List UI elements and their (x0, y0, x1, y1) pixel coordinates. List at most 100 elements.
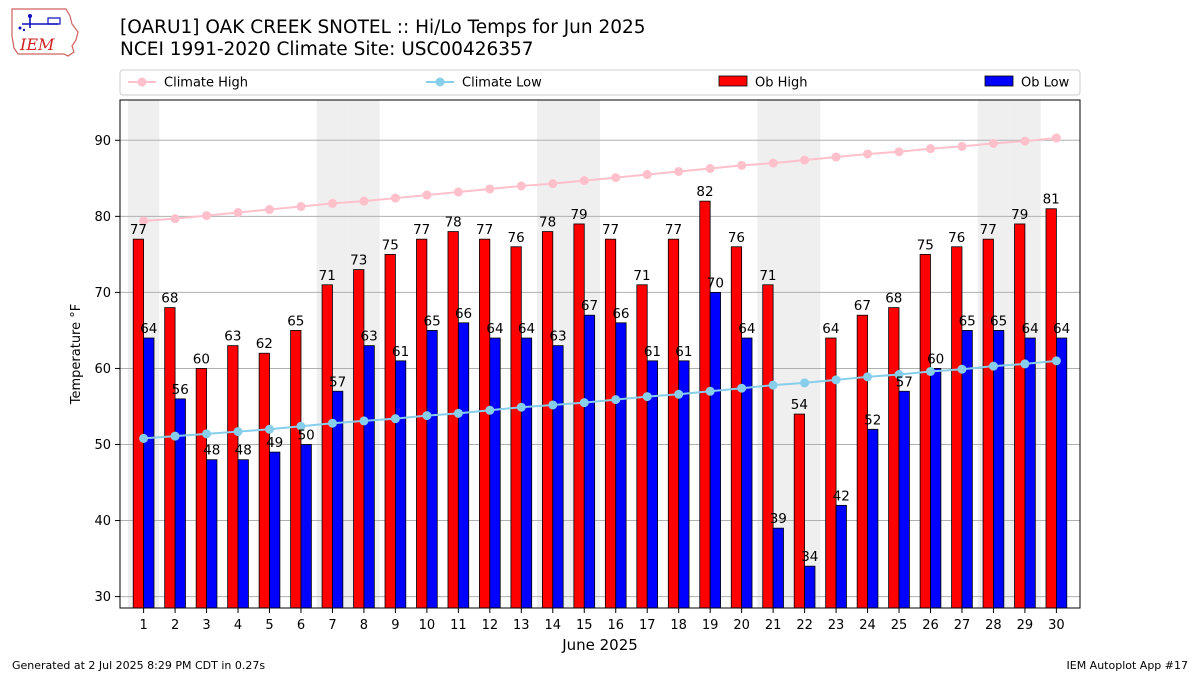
app-credit: IEM Autoplot App #17 (1066, 659, 1189, 672)
ob-high-bar (164, 307, 176, 609)
ob-low-bar (363, 345, 375, 609)
ob-low-bar (174, 398, 186, 609)
ob-low-value-label: 57 (329, 374, 346, 390)
ob-high-bar (793, 413, 805, 609)
ob-low-value-label: 64 (486, 321, 503, 337)
plot-frame (119, 99, 1081, 609)
ob-high-value-label: 68 (161, 291, 178, 307)
climate-high-point (611, 173, 621, 183)
climate-low-point (516, 402, 526, 412)
ob-low-value-label: 64 (738, 321, 755, 337)
ob-high-value-label: 77 (130, 222, 147, 238)
climate-high-line (143, 137, 1057, 222)
ob-high-value-label: 68 (885, 291, 902, 307)
ob-high-value-label: 77 (980, 222, 997, 238)
ob-low-value-label: 61 (675, 344, 692, 360)
ob-high-value-label: 79 (570, 207, 587, 223)
ob-high-value-label: 71 (759, 268, 776, 284)
iem-logo-icon: IEM (11, 8, 79, 57)
ob-high-bar (856, 314, 868, 609)
climate-high-point (863, 149, 873, 159)
climate-high-point (327, 198, 337, 208)
ob-high-bar (762, 284, 774, 609)
ob-low-value-label: 57 (896, 374, 913, 390)
legend-box (119, 69, 1081, 96)
climate-low-point (957, 364, 967, 374)
climate-low-line (143, 359, 1057, 440)
ob-low-value-label: 61 (644, 344, 661, 360)
ob-high-value-label: 77 (476, 222, 493, 238)
x-tick-label: 23 (828, 618, 845, 633)
ob-low-bar (804, 565, 816, 609)
ob-low-bar (1024, 337, 1036, 609)
ob-low-value-label: 63 (361, 329, 378, 345)
ob-high-bar (730, 246, 743, 609)
ob-high-value-label: 75 (382, 237, 399, 253)
ob-low-bar (898, 390, 910, 609)
ob-high-bar (479, 238, 491, 609)
x-tick-label: 1 (139, 618, 147, 633)
climate-high-point (737, 160, 747, 170)
ob-low-bar (741, 337, 753, 609)
ob-high-value-label: 78 (539, 215, 556, 231)
climate-low-point (233, 427, 243, 437)
ob-low-value-label: 66 (612, 306, 629, 322)
legend: Climate High Climate Low Ob High Ob Low (119, 69, 1081, 96)
ob-high-bar (1014, 223, 1026, 609)
climate-high-point (831, 152, 841, 162)
climate-low-point (1051, 356, 1061, 366)
x-axis: 1 2 3 4 5 6 7 8 9 10 11 12 13 14 15 16 17 18 19 20 21 22 23 24 2… (139, 608, 1065, 633)
ob-low-value-label: 70 (707, 275, 724, 291)
x-tick-label: 21 (765, 618, 782, 633)
climate-low-point (925, 366, 935, 376)
ob-low-value-label: 39 (770, 511, 787, 527)
climate-high-point (674, 166, 684, 176)
x-tick-label: 30 (1048, 618, 1065, 633)
x-tick-label: 10 (419, 618, 436, 633)
climate-low-point (1020, 359, 1030, 369)
ob-low-value-label: 60 (927, 351, 944, 367)
bar-value-labels: 7764685660486348624965507157736375617765… (130, 184, 1070, 565)
ob-high-bar (542, 231, 554, 609)
climate-high-legend-marker (137, 77, 147, 87)
ob-low-bar (143, 337, 155, 609)
climate-high-point (579, 176, 589, 186)
ob-high-bar (258, 352, 270, 609)
climate-high-point (516, 181, 526, 191)
x-tick-label: 4 (234, 618, 242, 633)
ob-high-value-label: 67 (854, 298, 871, 314)
climate-low-point (705, 386, 715, 396)
ob-high-bar (699, 200, 711, 609)
ob-low-bar (772, 527, 784, 609)
x-tick-label: 2 (171, 618, 179, 633)
ob-high-legend-swatch (718, 75, 748, 87)
climate-low-point (642, 392, 652, 402)
climate-high-point (800, 155, 810, 165)
ob-low-value-label: 66 (455, 306, 472, 322)
x-tick-label: 18 (670, 618, 687, 633)
climate-lines (139, 133, 1061, 443)
x-tick-label: 15 (576, 618, 593, 633)
x-tick-label: 13 (513, 618, 530, 633)
x-tick-label: 17 (639, 618, 656, 633)
ob-high-bar (573, 223, 585, 609)
climate-low-point (737, 383, 747, 393)
ob-low-bar (835, 504, 847, 609)
ob-high-bar (951, 246, 963, 609)
x-tick-label: 6 (297, 618, 305, 633)
ob-high-bar (447, 231, 459, 609)
x-tick-label: 16 (607, 618, 624, 633)
ob-low-legend-swatch (984, 75, 1014, 87)
ob-high-bar (510, 246, 522, 609)
ob-low-value-label: 64 (518, 321, 535, 337)
climate-low-point (548, 400, 558, 410)
ob-high-bar (353, 269, 365, 609)
y-tick-label: 90 (94, 134, 111, 149)
ob-high-value-label: 75 (917, 237, 934, 253)
ob-high-bar (604, 238, 617, 609)
climate-high-legend-label: Climate High (164, 76, 248, 91)
climate-high-point (1020, 136, 1030, 146)
ob-high-bar (919, 253, 931, 609)
climate-low-point (202, 429, 212, 439)
